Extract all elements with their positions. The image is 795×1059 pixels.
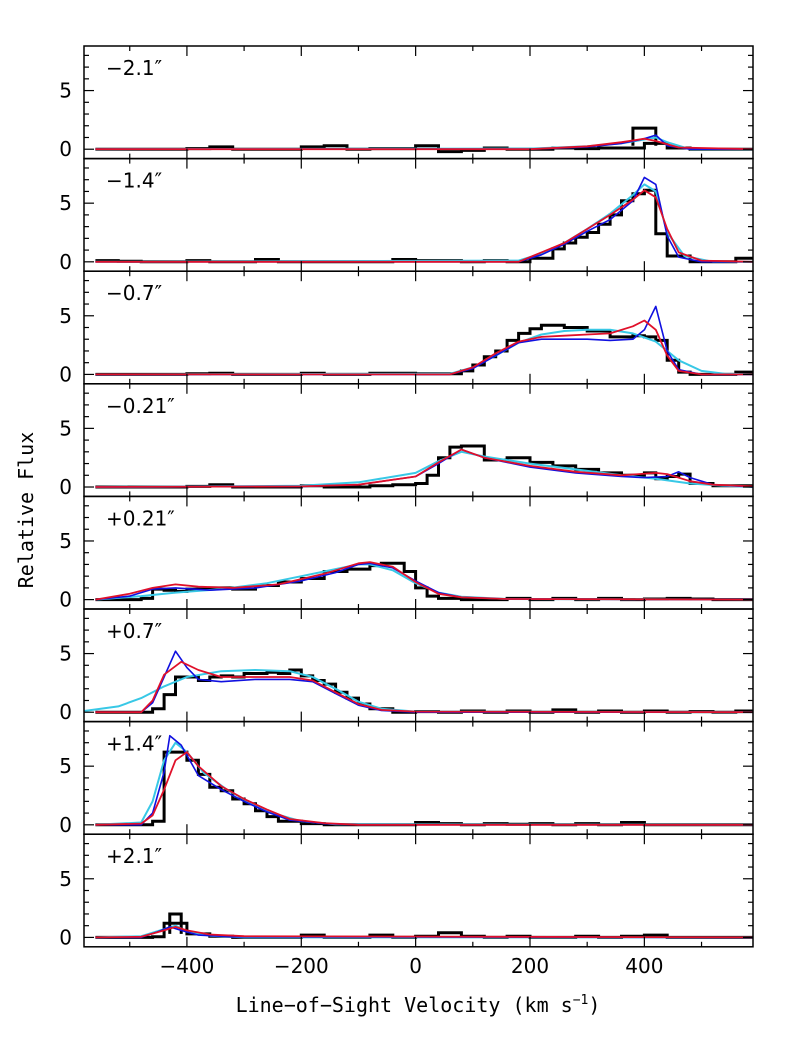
data-histogram-peak: [168, 912, 183, 934]
panel-7: 0 5 +1.4″: [59, 720, 754, 837]
model-curve-blue: [95, 305, 753, 376]
panel-2: 0 5 −1.4″: [59, 157, 754, 274]
panel-frame: [83, 383, 754, 498]
panel-plot-area: [95, 176, 753, 264]
panel-plot-area: [95, 444, 753, 489]
data-histogram: [95, 561, 753, 602]
model-curve-red: [95, 448, 753, 488]
model-curve-red: [95, 660, 753, 714]
panel-frame: [83, 157, 754, 272]
panel-3: 0 5 −0.7″: [59, 270, 754, 386]
panel-offset-label: −0.21″: [106, 394, 175, 418]
panel-offset-label: +0.7″: [106, 619, 162, 643]
y-tick-label: 5: [59, 304, 72, 328]
panel-offset-label: −2.1″: [106, 56, 162, 80]
panel-plot-area: [95, 912, 753, 939]
panel-plot-area: [84, 650, 753, 714]
panel-frame: [83, 45, 754, 160]
model-curve-cyan: [95, 563, 753, 601]
model-curve-blue: [95, 176, 753, 263]
panel-offset-label: +1.4″: [106, 732, 162, 756]
y-tick-label: 0: [59, 700, 72, 724]
panel-8: 0 5 +2.1″ −400 −200 0 200 400: [59, 833, 754, 978]
y-tick-label: 5: [59, 79, 72, 103]
data-histogram: [95, 323, 753, 376]
y-tick-label: 5: [59, 416, 72, 440]
x-axis-label-main: Line−of−Sight Velocity (km s: [236, 993, 573, 1017]
panels-group: 0 5 −2.1″ 0 5 −1.4″ 0 5 −0.7″ 0 5 −0.21″ 0 5 +0.21″ 0 5 +…: [59, 45, 754, 978]
x-axis-label-close: ): [588, 993, 600, 1017]
panel-plot-area: [95, 561, 753, 602]
x-tick-label: 400: [625, 954, 663, 978]
panel-offset-label: −1.4″: [106, 169, 162, 193]
model-curve-cyan: [84, 669, 753, 714]
panel-offset-label: −0.7″: [106, 281, 162, 305]
y-axis-label: Relative Flux: [14, 432, 38, 589]
x-tick-label: 0: [409, 954, 422, 978]
panel-5: 0 5 +0.21″: [59, 495, 754, 612]
y-tick-label: 0: [59, 475, 72, 499]
y-tick-label: 5: [59, 191, 72, 215]
panel-plot-area: [95, 734, 753, 827]
panel-plot-area: [95, 126, 753, 154]
model-curve-cyan: [95, 450, 753, 488]
y-tick-label: 0: [59, 588, 72, 612]
model-curve-blue: [95, 562, 753, 601]
panel-frame: [83, 720, 754, 835]
y-tick-label: 0: [59, 362, 72, 386]
x-axis-label-superscript: −1: [573, 993, 589, 1008]
model-curve-red: [95, 319, 753, 376]
x-axis-label: Line−of−Sight Velocity (km s−1): [236, 993, 601, 1017]
x-tick-label: 200: [511, 954, 549, 978]
x-tick-label: −400: [159, 954, 214, 978]
y-tick-label: 0: [59, 813, 72, 837]
y-tick-label: 0: [59, 137, 72, 161]
model-curve-red: [95, 189, 753, 263]
y-tick-label: 5: [59, 529, 72, 553]
model-curve-cyan: [95, 741, 753, 826]
y-tick-label: 5: [59, 642, 72, 666]
model-curve-red: [95, 751, 753, 826]
model-curve-red: [95, 561, 753, 601]
y-tick-label: 0: [59, 925, 72, 949]
model-curve-red: [95, 926, 753, 939]
panel-6: 0 5 +0.7″: [59, 608, 754, 724]
model-curve-blue: [95, 734, 753, 826]
model-curve-cyan: [95, 183, 753, 263]
model-curve-blue: [95, 650, 753, 714]
panel-plot-area: [95, 305, 753, 376]
panel-4: 0 5 −0.21″: [59, 383, 754, 499]
y-tick-label: 0: [59, 250, 72, 274]
data-histogram: [95, 141, 753, 154]
panel-offset-label: +0.21″: [106, 506, 175, 530]
panel-1: 0 5 −2.1″: [59, 45, 754, 161]
x-tick-label: −200: [274, 954, 329, 978]
panel-offset-label: +2.1″: [106, 844, 162, 868]
y-tick-label: 5: [59, 754, 72, 778]
y-tick-label: 5: [59, 867, 72, 891]
data-histogram: [95, 921, 753, 939]
model-curve-red: [95, 137, 753, 151]
